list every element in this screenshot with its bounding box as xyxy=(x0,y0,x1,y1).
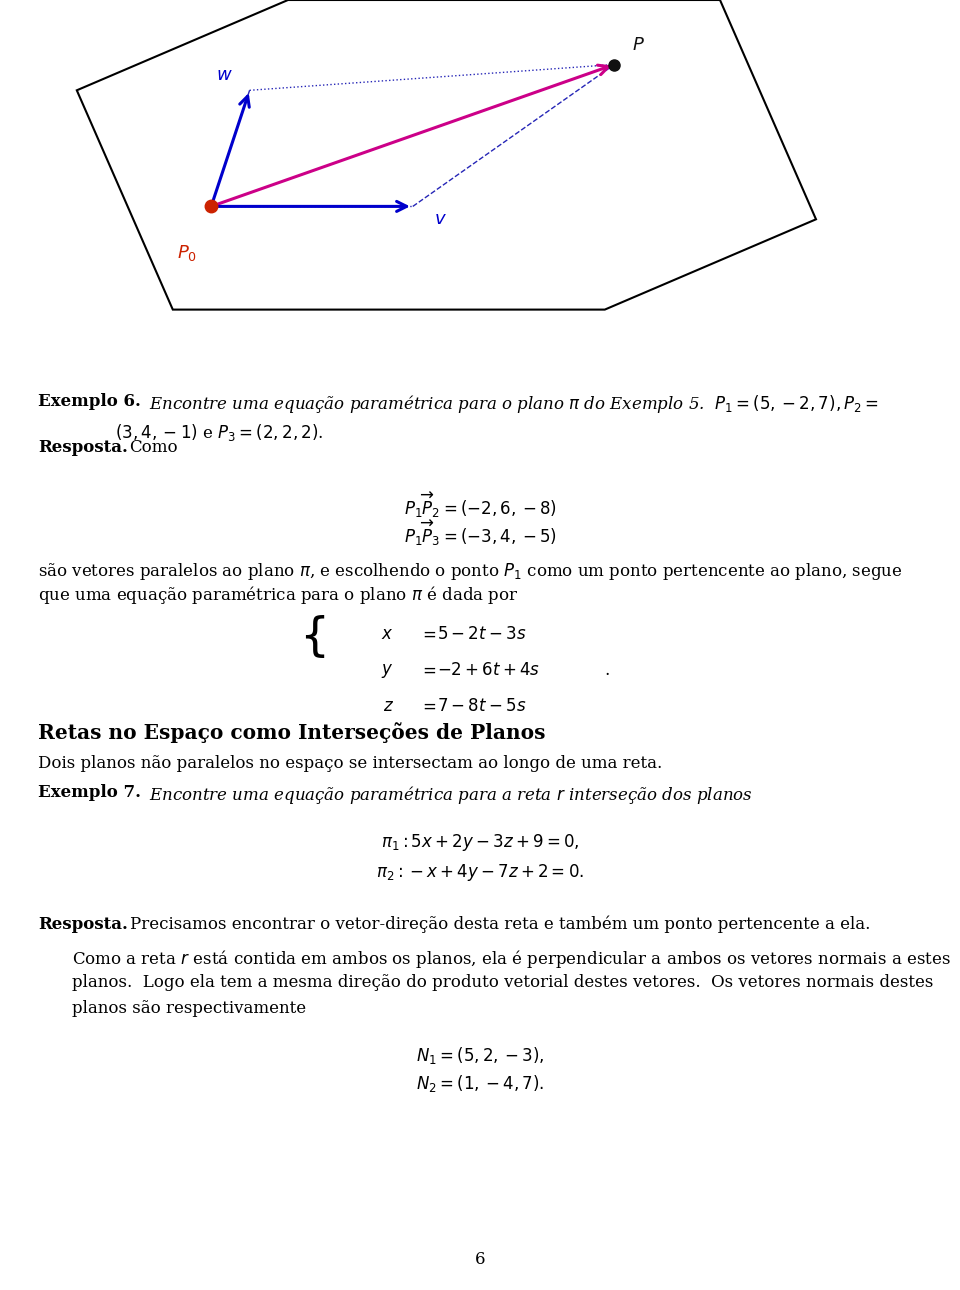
Text: 6: 6 xyxy=(475,1251,485,1268)
Text: Como a reta $r$ está contida em ambos os planos, ela é perpendicular a ambos os : Como a reta $r$ está contida em ambos os… xyxy=(72,948,950,970)
Text: $x$: $x$ xyxy=(381,626,394,642)
Text: Resposta.: Resposta. xyxy=(38,916,129,933)
Text: Precisamos encontrar o vetor-direção desta reta e também um ponto pertencente a : Precisamos encontrar o vetor-direção des… xyxy=(130,916,870,934)
Text: $w$: $w$ xyxy=(216,66,232,84)
Text: $=$: $=$ xyxy=(419,626,436,642)
Text: $v$: $v$ xyxy=(434,210,446,228)
Text: Encontre uma equação paramétrica para a reta $r$ interseção dos planos: Encontre uma equação paramétrica para a … xyxy=(149,784,753,806)
Text: são vetores paralelos ao plano $\pi$, e escolhendo o ponto $P_1$ como um ponto p: são vetores paralelos ao plano $\pi$, e … xyxy=(38,561,903,582)
Text: Como: Como xyxy=(130,439,179,455)
Text: $P_0$: $P_0$ xyxy=(178,243,197,263)
Text: $(3, 4, -1)$ e $P_3 = (2, 2, 2)$.: $(3, 4, -1)$ e $P_3 = (2, 2, 2)$. xyxy=(115,422,324,442)
Text: $P$: $P$ xyxy=(632,36,644,54)
Text: $5-2t-3s$: $5-2t-3s$ xyxy=(437,626,526,642)
Text: Exemplo 7.: Exemplo 7. xyxy=(38,784,141,801)
Text: planos são respectivamente: planos são respectivamente xyxy=(72,1000,306,1017)
Text: $=$: $=$ xyxy=(419,698,436,715)
Text: .: . xyxy=(605,662,610,679)
Text: $\left\{\ \right.$: $\left\{\ \right.$ xyxy=(299,613,325,659)
Text: $7-8t-5s$: $7-8t-5s$ xyxy=(437,698,526,715)
Text: Exemplo 6.: Exemplo 6. xyxy=(38,393,141,410)
Text: planos.  Logo ela tem a mesma direção do produto vetorial destes vetores.  Os ve: planos. Logo ela tem a mesma direção do … xyxy=(72,974,933,991)
Text: $\pi_1 : 5x + 2y - 3z + 9 = 0,$: $\pi_1 : 5x + 2y - 3z + 9 = 0,$ xyxy=(381,832,579,853)
Text: Retas no Espaço como Interseções de Planos: Retas no Espaço como Interseções de Plan… xyxy=(38,722,546,743)
Text: $z$: $z$ xyxy=(382,698,394,715)
Text: que uma equação paramétrica para o plano $\pi$ é dada por: que uma equação paramétrica para o plano… xyxy=(38,584,519,606)
Text: Encontre uma equação paramétrica para o plano $\pi$ do Exemplo 5.  $P_1 = (5,-2,: Encontre uma equação paramétrica para o … xyxy=(149,393,878,415)
Text: $=$: $=$ xyxy=(419,662,436,679)
Text: $\overrightarrow{P_1P_2} = (-2, 6, -8)$: $\overrightarrow{P_1P_2} = (-2, 6, -8)$ xyxy=(403,490,557,520)
Text: $N_1 = (5, 2, -3),$: $N_1 = (5, 2, -3),$ xyxy=(416,1045,544,1066)
Text: Resposta.: Resposta. xyxy=(38,439,129,455)
Text: $y$: $y$ xyxy=(381,662,394,680)
Text: Dois planos não paralelos no espaço se intersectam ao longo de uma reta.: Dois planos não paralelos no espaço se i… xyxy=(38,755,662,771)
Text: $N_2 = (1, -4, 7).$: $N_2 = (1, -4, 7).$ xyxy=(416,1073,544,1094)
Text: $\pi_2 : -x + 4y - 7z + 2 = 0.$: $\pi_2 : -x + 4y - 7z + 2 = 0.$ xyxy=(376,862,584,882)
Text: $\overrightarrow{P_1P_3} = (-3, 4, -5)$: $\overrightarrow{P_1P_3} = (-3, 4, -5)$ xyxy=(403,519,557,548)
Text: $-2+6t+4s$: $-2+6t+4s$ xyxy=(437,662,540,679)
